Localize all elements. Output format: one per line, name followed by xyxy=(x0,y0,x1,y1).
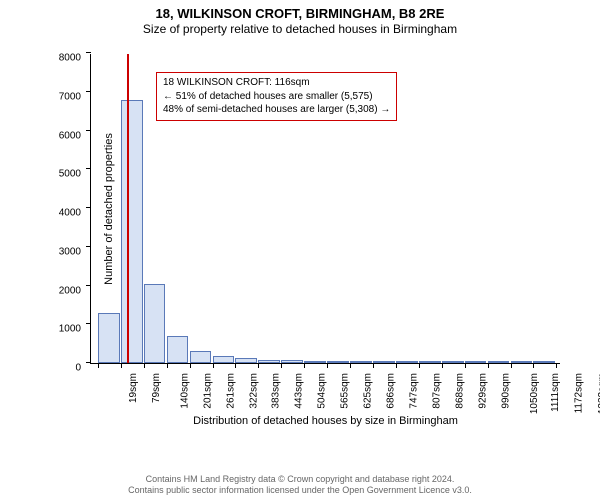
chart-title-main: 18, WILKINSON CROFT, BIRMINGHAM, B8 2RE xyxy=(0,6,600,21)
x-tick-label: 1050sqm xyxy=(529,373,540,414)
histogram-bar xyxy=(488,361,510,363)
x-tick-mark xyxy=(488,363,489,368)
x-tick-label: 1172sqm xyxy=(574,373,585,413)
footer-line-2: Contains public sector information licen… xyxy=(0,485,600,496)
x-tick-label: 686sqm xyxy=(386,373,397,409)
histogram-bar xyxy=(327,361,349,363)
x-tick-mark xyxy=(235,363,236,368)
x-tick-label: 565sqm xyxy=(340,373,351,409)
x-tick-mark xyxy=(556,363,557,368)
y-tick-mark xyxy=(86,91,91,92)
x-tick-mark xyxy=(304,363,305,368)
y-tick-label: 5000 xyxy=(59,169,91,180)
x-tick-mark xyxy=(350,363,351,368)
y-tick-label: 7000 xyxy=(59,91,91,102)
x-tick-label: 19sqm xyxy=(128,373,139,403)
histogram-bar xyxy=(419,361,441,363)
y-tick-mark xyxy=(86,246,91,247)
x-tick-mark xyxy=(190,363,191,368)
chart-title-sub: Size of property relative to detached ho… xyxy=(0,22,600,36)
x-tick-mark xyxy=(442,363,443,368)
x-tick-mark xyxy=(98,363,99,368)
x-tick-label: 201sqm xyxy=(202,373,213,409)
histogram-bar xyxy=(396,361,418,363)
x-tick-label: 929sqm xyxy=(477,373,488,409)
histogram-bar xyxy=(304,361,326,363)
x-tick-mark xyxy=(258,363,259,368)
x-tick-label: 443sqm xyxy=(294,373,305,409)
x-tick-label: 140sqm xyxy=(179,373,190,409)
plot-area: Number of detached properties Distributi… xyxy=(90,54,560,364)
x-tick-label: 383sqm xyxy=(271,373,282,409)
x-tick-mark xyxy=(533,363,534,368)
x-tick-mark xyxy=(213,363,214,368)
info-line-1: 18 WILKINSON CROFT: 116sqm xyxy=(163,76,390,90)
y-tick-mark xyxy=(86,323,91,324)
y-tick-mark xyxy=(86,285,91,286)
histogram-bar xyxy=(350,361,372,363)
histogram-bar xyxy=(167,336,189,363)
x-tick-label: 990sqm xyxy=(500,373,511,409)
x-tick-label: 79sqm xyxy=(151,373,162,403)
x-tick-mark xyxy=(327,363,328,368)
histogram-bar xyxy=(98,313,120,363)
y-axis-label: Number of detached properties xyxy=(103,133,115,285)
histogram-bar xyxy=(373,361,395,363)
info-line-3: 48% of semi-detached houses are larger (… xyxy=(163,103,390,117)
chart-title-block: 18, WILKINSON CROFT, BIRMINGHAM, B8 2RE … xyxy=(0,0,600,36)
x-axis-label: Distribution of detached houses by size … xyxy=(91,415,560,427)
x-tick-mark xyxy=(167,363,168,368)
y-tick-mark xyxy=(86,168,91,169)
x-tick-mark xyxy=(144,363,145,368)
x-tick-label: 747sqm xyxy=(409,373,420,409)
property-marker-line xyxy=(127,54,129,363)
info-line-2: ← 51% of detached houses are smaller (5,… xyxy=(163,90,390,104)
histogram-bar xyxy=(190,351,212,363)
x-tick-label: 625sqm xyxy=(363,373,374,409)
histogram-bar xyxy=(235,358,257,363)
histogram-bar xyxy=(121,100,143,364)
y-tick-mark xyxy=(86,207,91,208)
x-tick-mark xyxy=(281,363,282,368)
y-tick-label: 1000 xyxy=(59,324,91,335)
x-tick-label: 504sqm xyxy=(317,373,328,409)
x-tick-mark xyxy=(511,363,512,368)
x-tick-label: 868sqm xyxy=(454,373,465,409)
histogram-bar xyxy=(144,284,166,363)
x-tick-label: 322sqm xyxy=(248,373,259,409)
x-tick-mark xyxy=(419,363,420,368)
y-tick-label: 4000 xyxy=(59,208,91,219)
histogram-bar xyxy=(442,361,464,363)
info-box: 18 WILKINSON CROFT: 116sqm ← 51% of deta… xyxy=(156,72,397,121)
y-tick-label: 3000 xyxy=(59,246,91,257)
x-tick-mark xyxy=(396,363,397,368)
histogram-bar xyxy=(511,361,533,363)
histogram-bar xyxy=(465,361,487,363)
histogram-bar xyxy=(533,361,555,363)
y-tick-mark xyxy=(86,362,91,363)
x-tick-mark xyxy=(121,363,122,368)
y-tick-label: 6000 xyxy=(59,130,91,141)
x-tick-mark xyxy=(465,363,466,368)
footer: Contains HM Land Registry data © Crown c… xyxy=(0,474,600,497)
y-tick-label: 8000 xyxy=(59,53,91,64)
histogram-bar xyxy=(281,360,303,363)
y-tick-mark xyxy=(86,130,91,131)
histogram-bar xyxy=(258,360,280,363)
chart-container: Number of detached properties Distributi… xyxy=(60,48,570,418)
x-tick-mark xyxy=(373,363,374,368)
y-tick-label: 2000 xyxy=(59,285,91,296)
histogram-bar xyxy=(213,356,235,363)
x-tick-label: 1111sqm xyxy=(549,373,560,412)
y-tick-mark xyxy=(86,52,91,53)
x-tick-label: 807sqm xyxy=(432,373,443,409)
footer-line-1: Contains HM Land Registry data © Crown c… xyxy=(0,474,600,485)
y-tick-label: 0 xyxy=(75,363,91,374)
x-tick-label: 261sqm xyxy=(225,373,236,409)
